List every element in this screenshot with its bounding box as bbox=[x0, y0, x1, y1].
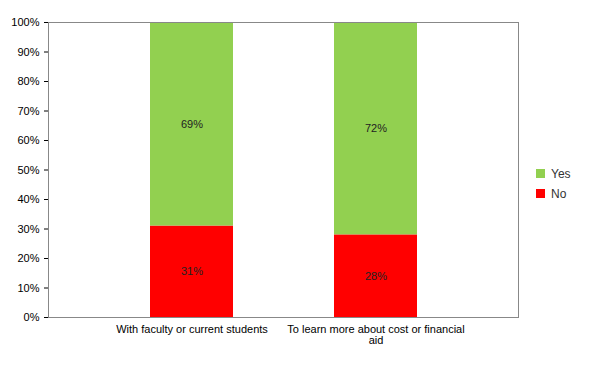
svg-text:60%: 60% bbox=[17, 134, 39, 146]
svg-text:20%: 20% bbox=[17, 252, 39, 264]
svg-text:80%: 80% bbox=[17, 75, 39, 87]
svg-text:69%: 69% bbox=[181, 118, 203, 130]
svg-text:70%: 70% bbox=[17, 105, 39, 117]
html-text:No: No bbox=[551, 186, 567, 201]
svg-text:To learn more about cost or fi: To learn more about cost or financialaid bbox=[287, 323, 464, 346]
svg-text:10%: 10% bbox=[17, 282, 39, 294]
svg-text:100%: 100% bbox=[11, 16, 39, 28]
svg-text:90%: 90% bbox=[17, 46, 39, 58]
svg-text:31%: 31% bbox=[181, 265, 203, 277]
svg-text:0%: 0% bbox=[24, 311, 40, 323]
svg-text:50%: 50% bbox=[17, 164, 39, 176]
svg-text:40%: 40% bbox=[17, 193, 39, 205]
svg-text:30%: 30% bbox=[17, 223, 39, 235]
svg-text:With faculty or current studen: With faculty or current students bbox=[116, 323, 268, 335]
svg-text:28%: 28% bbox=[365, 270, 387, 282]
svg-text:72%: 72% bbox=[365, 122, 387, 134]
html-text:Yes: Yes bbox=[551, 166, 571, 181]
